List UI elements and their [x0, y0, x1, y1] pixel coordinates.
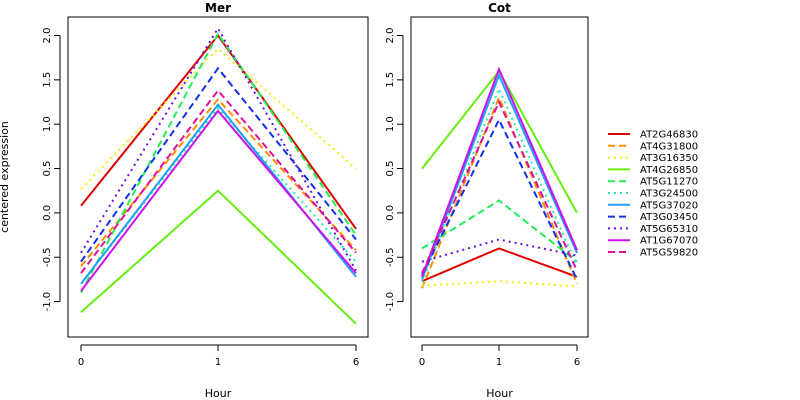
- legend-label: AT1G67070: [640, 236, 698, 247]
- legend-label: AT4G26850: [640, 165, 698, 176]
- y-tick-label: -0.5: [385, 247, 396, 267]
- series-line-at5g11270: [80, 31, 357, 294]
- series-line-at2g46830: [421, 247, 578, 283]
- y-axis: -1.0 -0.5 0.0 0.5 1.0 1.5 2.0: [42, 28, 61, 312]
- legend-label: AT5G59820: [640, 248, 698, 259]
- y-tick-label: -1.0: [385, 292, 396, 312]
- series-line-at3g24500: [80, 106, 357, 285]
- x-tick-label: 1: [215, 357, 221, 368]
- legend: AT2G46830AT4G31800AT3G16350AT4G26850AT5G…: [608, 130, 698, 259]
- y-tick-label: -0.5: [42, 247, 53, 267]
- y-tick-label: 2.0: [385, 28, 396, 44]
- series-line-at4g31800: [421, 94, 578, 289]
- panel-frame: [410, 16, 589, 338]
- y-tick-label: -1.0: [42, 292, 53, 312]
- panel-cot: Cot -1.0 -0.5 0.0 0.5 1.0 1.5 2.0 0 1 6 Hour: [385, 1, 589, 400]
- series-line-at4g31800: [80, 97, 357, 267]
- series-line-at5g59820: [421, 99, 578, 274]
- series-line-at3g03450: [421, 117, 578, 280]
- x-tick-label: 0: [78, 357, 84, 368]
- y-tick-label: 0.0: [42, 205, 53, 221]
- y-tick-label: 0.5: [385, 161, 396, 177]
- x-axis-label: Hour: [486, 387, 513, 400]
- y-tick-label: 1.5: [385, 72, 396, 88]
- x-axis: 0 1 6: [78, 344, 359, 368]
- series-line-at5g65310: [421, 238, 578, 263]
- y-tick-label: 1.0: [385, 116, 396, 132]
- legend-label: AT5G65310: [640, 224, 698, 235]
- legend-label: AT5G37020: [640, 200, 698, 211]
- x-tick-label: 6: [353, 357, 359, 368]
- legend-label: AT3G24500: [640, 189, 698, 200]
- y-tick-label: 1.0: [42, 116, 53, 132]
- series-line-at5g11270: [421, 199, 578, 263]
- series-line-at3g03450: [80, 66, 357, 263]
- x-axis: 0 1 6: [419, 344, 580, 368]
- panel-title: Mer: [205, 1, 231, 15]
- panel-mer: Mer -1.0 -0.5 0.0 0.5 1.0 1.5 2.0 0 1 6 Hour: [42, 1, 369, 400]
- series-line-at5g65310: [80, 26, 357, 272]
- legend-label: AT2G46830: [640, 130, 698, 141]
- x-axis-label: Hour: [205, 387, 232, 400]
- y-tick-label: 0.5: [42, 161, 53, 177]
- legend-label: AT5G11270: [640, 177, 698, 188]
- x-tick-label: 6: [574, 357, 580, 368]
- series-line-at5g37020: [421, 72, 578, 280]
- series-line-at1g67070: [80, 109, 357, 292]
- series-lines: [80, 26, 357, 325]
- x-tick-label: 0: [419, 357, 425, 368]
- series-line-at3g16350: [421, 280, 578, 288]
- series-line-at1g67070: [421, 66, 578, 278]
- series-line-at3g24500: [421, 86, 578, 283]
- y-axis-label: centered expression: [0, 121, 11, 233]
- panel-title: Cot: [488, 1, 511, 15]
- y-axis: -1.0 -0.5 0.0 0.5 1.0 1.5 2.0: [385, 28, 404, 312]
- legend-label: AT3G16350: [640, 153, 698, 164]
- legend-label: AT4G31800: [640, 141, 698, 152]
- y-tick-label: 1.5: [42, 72, 53, 88]
- y-tick-label: 0.0: [385, 205, 396, 221]
- series-line-at3g16350: [80, 47, 357, 190]
- series-line-at2g46830: [80, 33, 357, 230]
- series-lines: [421, 66, 578, 289]
- series-line-at5g59820: [80, 88, 357, 274]
- x-tick-label: 1: [496, 357, 502, 368]
- legend-label: AT3G03450: [640, 212, 698, 223]
- series-line-at5g37020: [80, 103, 357, 285]
- series-line-at4g26850: [80, 189, 357, 325]
- y-tick-label: 2.0: [42, 28, 53, 44]
- panel-frame: [67, 16, 369, 338]
